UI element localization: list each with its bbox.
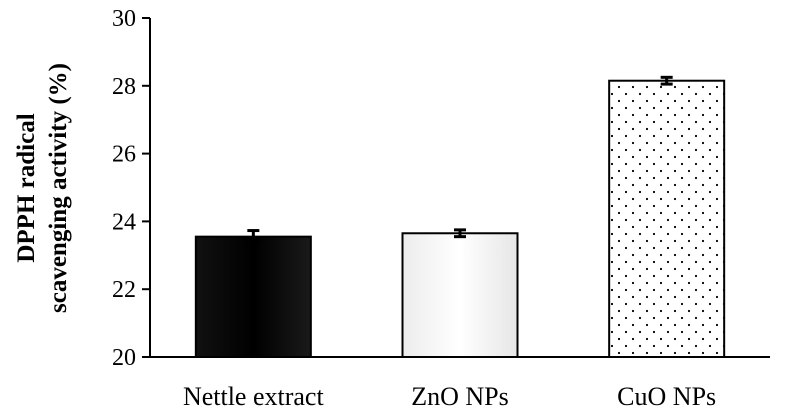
y-axis-title: DPPH radical scavenging activity (%) bbox=[13, 63, 72, 313]
y-axis-title-line-1: DPPH radical bbox=[13, 113, 40, 262]
bars-group bbox=[194, 79, 726, 358]
category-label-cuo-nps: CuO NPs bbox=[617, 382, 716, 411]
bar-zno-nps bbox=[401, 232, 519, 358]
y-tick-label-22: 22 bbox=[112, 277, 136, 303]
y-axis-title-line-2: scavenging activity (%) bbox=[45, 63, 72, 313]
category-label-zno-nps: ZnO NPs bbox=[411, 382, 509, 411]
y-tick-label-24: 24 bbox=[112, 209, 136, 235]
bar-cuo-nps bbox=[608, 79, 726, 358]
error-bars-group bbox=[247, 75, 673, 245]
y-axis-ticks: 20 22 24 26 28 30 bbox=[112, 6, 150, 371]
y-tick-label-28: 28 bbox=[112, 74, 136, 100]
category-label-nettle-extract: Nettle extract bbox=[183, 382, 325, 411]
y-tick-label-26: 26 bbox=[112, 142, 136, 168]
y-tick-label-20: 20 bbox=[112, 345, 136, 371]
bar-nettle-extract bbox=[194, 235, 312, 358]
y-tick-label-30: 30 bbox=[112, 6, 136, 32]
category-labels: Nettle extract ZnO NPs CuO NPs bbox=[183, 382, 716, 411]
